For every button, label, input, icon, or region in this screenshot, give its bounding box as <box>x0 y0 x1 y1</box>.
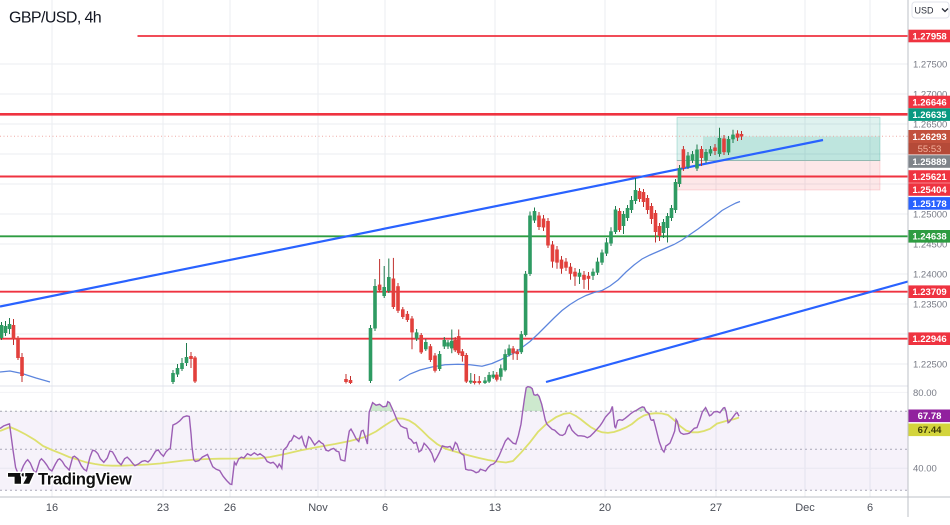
svg-text:16: 16 <box>46 502 58 514</box>
svg-text:1.23500: 1.23500 <box>913 300 947 311</box>
svg-text:1.26646: 1.26646 <box>912 97 946 108</box>
svg-text:13: 13 <box>489 502 501 514</box>
svg-text:67.78: 67.78 <box>918 411 942 422</box>
svg-text:6: 6 <box>382 502 388 514</box>
svg-text:1.25178: 1.25178 <box>912 199 946 210</box>
svg-text:1.26500: 1.26500 <box>913 120 947 131</box>
svg-text:20: 20 <box>599 502 611 514</box>
svg-text:67.44: 67.44 <box>918 425 942 436</box>
svg-text:1.26293: 1.26293 <box>912 132 946 143</box>
svg-text:6: 6 <box>867 502 873 514</box>
svg-text:1.23709: 1.23709 <box>912 287 946 298</box>
svg-text:GBP/USD, 4h: GBP/USD, 4h <box>9 10 101 27</box>
svg-text:1.27500: 1.27500 <box>913 60 947 71</box>
svg-text:27: 27 <box>710 502 722 514</box>
svg-text:1.25000: 1.25000 <box>913 210 947 221</box>
svg-text:40.00: 40.00 <box>913 464 937 475</box>
svg-text:80.00: 80.00 <box>913 388 937 399</box>
svg-text:USD: USD <box>915 6 935 16</box>
svg-text:1.22500: 1.22500 <box>913 360 947 371</box>
svg-text:1.24638: 1.24638 <box>912 232 946 243</box>
svg-text:TradingView: TradingView <box>38 471 132 489</box>
svg-text:1.27958: 1.27958 <box>912 31 946 42</box>
svg-text:1.25404: 1.25404 <box>912 185 947 196</box>
svg-text:23: 23 <box>157 502 169 514</box>
svg-text:1.25621: 1.25621 <box>912 172 947 183</box>
svg-text:26: 26 <box>224 502 236 514</box>
svg-text:Dec: Dec <box>795 502 815 514</box>
svg-text:55:53: 55:53 <box>918 144 942 155</box>
svg-text:1.25889: 1.25889 <box>912 157 946 168</box>
svg-text:Nov: Nov <box>308 502 328 514</box>
svg-text:1.24000: 1.24000 <box>913 270 947 281</box>
svg-text:1.22946: 1.22946 <box>912 334 946 345</box>
svg-text:1.26635: 1.26635 <box>912 110 947 121</box>
